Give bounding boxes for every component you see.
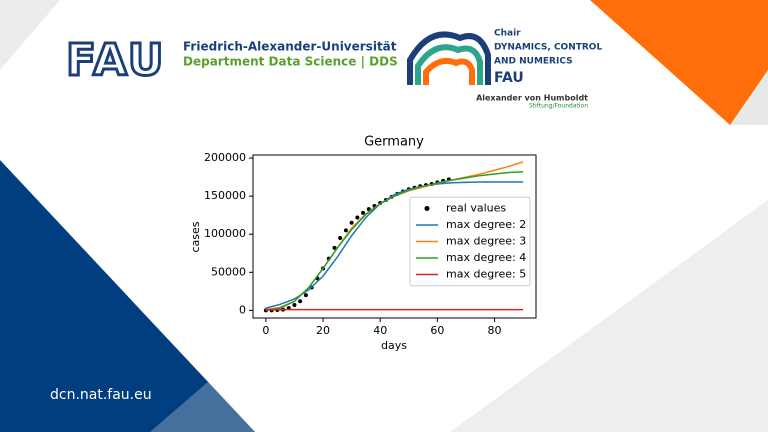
data-point <box>361 210 366 215</box>
legend-label: max degree: 5 <box>446 268 526 281</box>
y-tick-label: 200000 <box>204 151 246 164</box>
grey-shape <box>450 200 768 432</box>
legend-marker <box>424 206 430 211</box>
data-point <box>338 236 343 241</box>
chair-logo-arc <box>415 44 483 85</box>
x-tick-label: 0 <box>262 324 269 337</box>
fau-logo: FAU <box>66 35 165 86</box>
series-line <box>265 181 524 309</box>
chair-fau: FAU <box>494 70 524 86</box>
grey-shape <box>150 380 255 432</box>
blue-shape <box>0 160 255 432</box>
chair-line: Chair <box>494 29 521 39</box>
y-axis-label: cases <box>189 221 202 252</box>
data-point <box>298 299 303 304</box>
grey-shape <box>730 70 768 125</box>
legend-label: max degree: 4 <box>446 251 526 264</box>
chart-title: Germany <box>364 135 424 150</box>
data-point <box>303 293 308 298</box>
orange-shape <box>590 0 768 125</box>
plot-frame <box>252 154 537 319</box>
y-tick-label: 0 <box>239 303 246 316</box>
legend-label: real values <box>446 202 506 215</box>
chair-logo-arc <box>423 57 475 85</box>
y-tick-label: 100000 <box>204 227 246 240</box>
x-tick-label: 20 <box>316 324 330 337</box>
x-axis-label: days <box>381 339 407 352</box>
foundation: Stiftung/Foundation <box>529 103 588 110</box>
chair-line: AND NUMERICS <box>494 57 573 67</box>
x-tick-label: 60 <box>430 324 444 337</box>
data-point <box>349 220 354 225</box>
data-point <box>343 228 348 233</box>
footer-url: dcn.nat.fau.eu <box>50 387 152 403</box>
data-point <box>332 245 337 250</box>
department-name: Department Data Science | DDS <box>183 55 398 69</box>
y-tick-label: 50000 <box>211 265 246 278</box>
data-point <box>355 215 360 220</box>
legend-label: max degree: 3 <box>446 235 526 248</box>
chart: Germany days cases 0 20 40 60 80 0 50000 100000… <box>189 135 537 352</box>
data-point <box>292 303 297 308</box>
corner-shape <box>0 0 60 70</box>
legend-box <box>409 196 531 287</box>
y-tick-label: 150000 <box>204 189 246 202</box>
chair-logo-arc <box>407 31 491 85</box>
x-tick-label: 80 <box>488 324 502 337</box>
humboldt: Alexander von Humboldt <box>476 94 588 103</box>
x-tick-label: 40 <box>373 324 387 337</box>
chair-line: DYNAMICS, CONTROL <box>494 43 602 53</box>
legend-label: max degree: 2 <box>446 218 526 231</box>
university-name: Friedrich-Alexander-Universität <box>183 40 397 54</box>
series-line <box>265 171 524 312</box>
